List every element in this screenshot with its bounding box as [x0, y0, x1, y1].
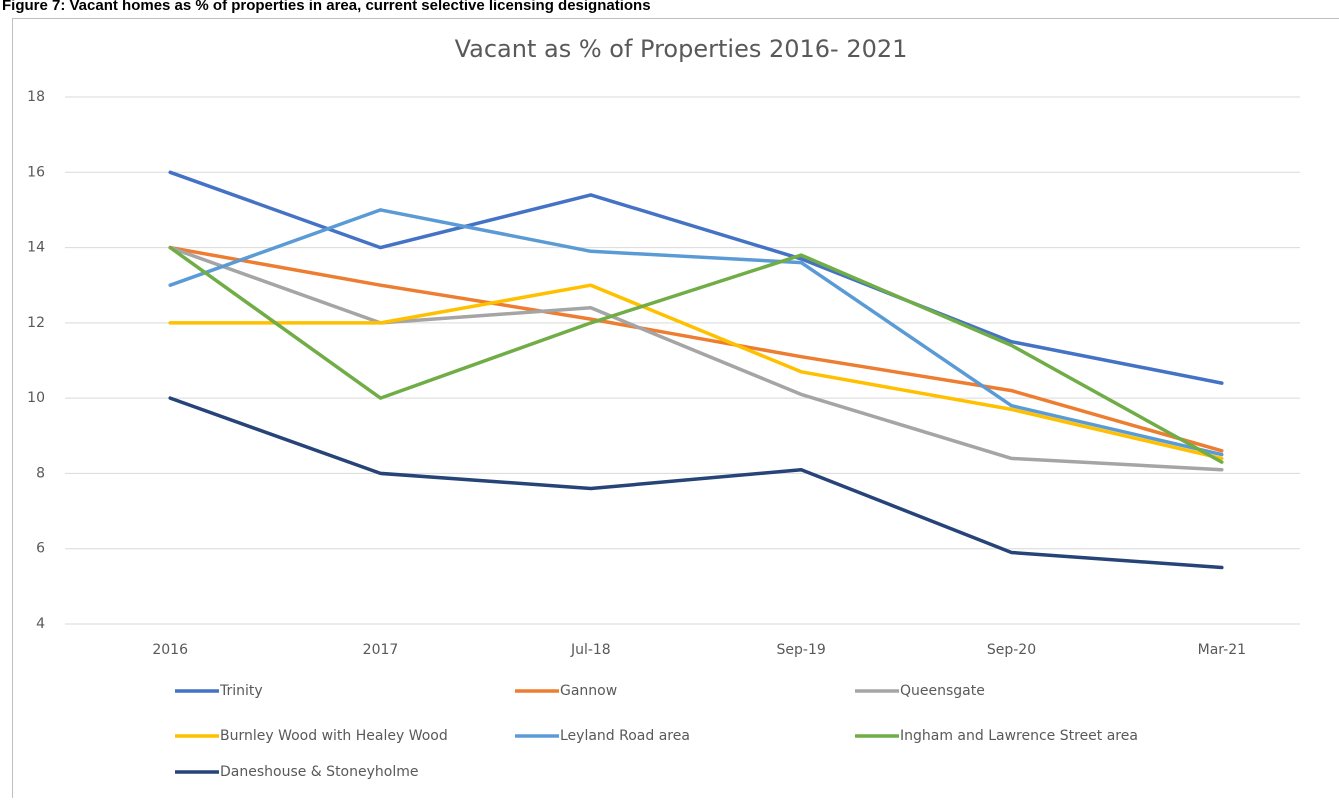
x-tick-label: Sep-20: [987, 642, 1036, 658]
legend-label: Ingham and Lawrence Street area: [900, 728, 1138, 744]
y-tick-label: 6: [36, 541, 45, 557]
figure-caption: Figure 7: Vacant homes as % of propertie…: [2, 0, 651, 14]
y-tick-label: 10: [27, 390, 45, 406]
x-tick-label: 2017: [363, 642, 399, 658]
y-tick-label: 8: [36, 465, 45, 481]
legend-label: Queensgate: [900, 683, 985, 699]
y-tick-label: 4: [36, 616, 45, 632]
chart-frame: [13, 19, 1339, 799]
x-tick-label: Sep-19: [777, 642, 826, 658]
y-tick-label: 18: [27, 89, 45, 105]
legend-label: Trinity: [219, 683, 263, 699]
chart-title: Vacant as % of Properties 2016- 2021: [455, 35, 908, 63]
legend-label: Leyland Road area: [560, 728, 690, 744]
legend-label: Burnley Wood with Healey Wood: [220, 728, 448, 744]
x-tick-label: Jul-18: [570, 642, 611, 658]
legend-label: Gannow: [560, 683, 617, 699]
y-tick-label: 14: [27, 240, 45, 256]
x-tick-label: 2016: [152, 642, 188, 658]
legend-label: Daneshouse & Stoneyholme: [220, 764, 418, 780]
y-tick-label: 12: [27, 315, 45, 331]
y-tick-label: 16: [27, 164, 45, 180]
x-tick-label: Mar-21: [1198, 642, 1246, 658]
